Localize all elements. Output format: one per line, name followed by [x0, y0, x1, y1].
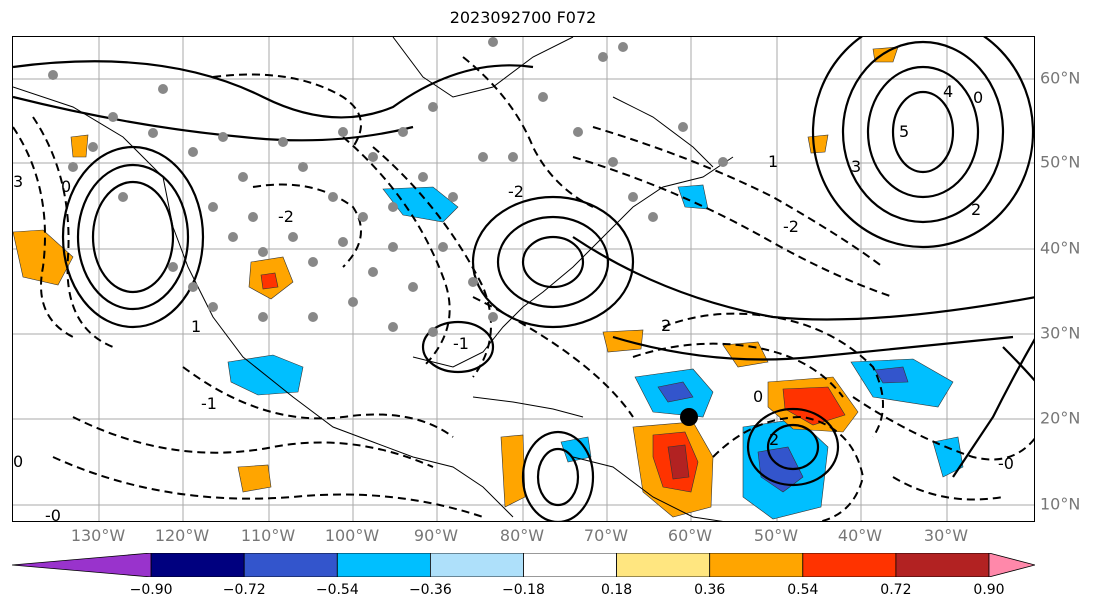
contour-label: 3 — [851, 157, 861, 176]
colorbar-tick-label: −0.54 — [315, 582, 359, 598]
colorbar-extend-low — [12, 553, 152, 577]
lon-label: 60°W — [667, 526, 713, 545]
cold-patch — [677, 184, 709, 210]
map-title: 2023092700 F072 — [449, 8, 597, 27]
contour-labels: 0 4 5 3 2 1 -1 -2 -0 0 -0 2 3 1 -1 0 2 -… — [13, 82, 1014, 522]
colorbar-tick-label: 0.90 — [973, 582, 1005, 598]
contour-label: -0 — [45, 506, 61, 522]
warm-patch — [782, 386, 846, 426]
lon-label: 90°W — [413, 526, 459, 545]
coastlines — [13, 37, 734, 521]
cold-patch — [874, 366, 909, 384]
colorbar-tick-label: 0.18 — [601, 582, 633, 598]
contour-label: 0 — [753, 387, 763, 406]
map-svg: 0 4 5 3 2 1 -1 -2 -0 0 -0 2 3 1 -1 0 2 -… — [13, 37, 1034, 522]
warm-patch — [872, 46, 899, 63]
lat-label: 60°N — [1040, 68, 1081, 88]
colorbar-tick-label: 0.36 — [694, 582, 726, 598]
lat-label: 10°N — [1040, 494, 1081, 514]
lon-label: 80°W — [499, 526, 545, 545]
warm-patch — [500, 434, 526, 508]
gridlines — [13, 37, 1034, 521]
dashed-contours — [13, 56, 1034, 521]
cold-patch — [850, 358, 954, 408]
cold-patch — [932, 436, 964, 478]
cold-patch — [657, 381, 694, 403]
contour-label: -2 — [508, 182, 524, 201]
colorbar-segment — [616, 553, 711, 577]
colorbar-tick-label: −0.36 — [408, 582, 452, 598]
contour-label: 1 — [191, 317, 201, 336]
lat-label: 50°N — [1040, 152, 1081, 172]
lon-label: 110°W — [240, 526, 296, 545]
colorbar-segment — [802, 553, 897, 577]
lat-label: 40°N — [1040, 238, 1081, 258]
contour-label: 2 — [661, 316, 671, 335]
lon-label: 100°W — [324, 526, 380, 545]
contour-label: 1 — [768, 152, 778, 171]
colorbar-segment — [243, 553, 338, 577]
lon-label: 70°W — [583, 526, 629, 545]
cold-patch — [382, 186, 459, 223]
lon-label: 130°W — [70, 526, 126, 545]
contour-label: -1 — [201, 394, 217, 413]
contour-label: 0 — [973, 88, 983, 107]
contour-label: 2 — [769, 430, 779, 449]
colorbar-tick-label: −0.18 — [502, 582, 545, 598]
contour-label: 0 — [61, 177, 71, 196]
colorbar-tick-label: −0.90 — [129, 582, 173, 598]
colorbar-tick-label: −0.72 — [222, 582, 266, 598]
lat-label: 30°N — [1040, 323, 1081, 343]
contour-label: 3 — [13, 172, 23, 191]
colorbar-segment — [150, 553, 245, 577]
lat-label: 20°N — [1040, 408, 1081, 428]
colorbar-extend-high — [988, 553, 1035, 577]
contour-label: -1 — [453, 334, 469, 353]
lon-label: 50°W — [753, 526, 799, 545]
storm-marker — [680, 408, 698, 426]
colorbar-segment — [429, 553, 524, 577]
cold-patch — [560, 436, 592, 463]
contour-label: 2 — [971, 200, 981, 219]
warm-patch — [237, 464, 272, 493]
warm-patch — [807, 134, 829, 154]
map-panel: 0 4 5 3 2 1 -1 -2 -0 0 -0 2 3 1 -1 0 2 -… — [12, 36, 1035, 522]
contour-label: -0 — [998, 454, 1014, 473]
lon-label: 120°W — [154, 526, 210, 545]
contour-label: 5 — [899, 122, 909, 141]
colorbar-segment — [895, 553, 990, 577]
warm-patch — [70, 134, 89, 158]
colorbar-segment — [709, 553, 804, 577]
warm-patch — [667, 444, 690, 480]
lon-label: 40°W — [837, 526, 883, 545]
colorbar — [12, 553, 1035, 577]
lon-label: 30°W — [923, 526, 969, 545]
colorbar-segment — [336, 553, 431, 577]
contour-label: 4 — [943, 82, 953, 101]
contour-label: -2 — [783, 217, 799, 236]
warm-patch — [13, 229, 74, 286]
colorbar-tick-label: 0.72 — [880, 582, 912, 598]
warm-patch — [260, 272, 279, 290]
colorbar-tick-label: 0.54 — [787, 582, 819, 598]
contour-label: -2 — [278, 207, 294, 226]
colorbar-segment — [523, 553, 617, 577]
warm-patch — [722, 341, 769, 368]
station-dots — [48, 37, 728, 337]
contour-label: 0 — [13, 452, 23, 471]
